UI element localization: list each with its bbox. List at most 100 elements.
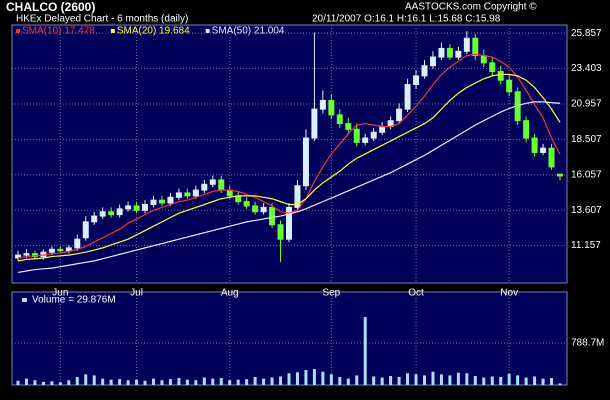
candle-body [506, 79, 513, 93]
volume-bar [329, 374, 333, 385]
candle-body [429, 56, 436, 67]
volume-bar [363, 317, 367, 385]
y-tick-label: 23.403 [571, 63, 602, 74]
candle-body [286, 206, 292, 240]
subtitle: HKEx Delayed Chart - 6 months (daily) [16, 14, 188, 25]
volume-bar [109, 379, 113, 385]
candle-body [396, 108, 403, 122]
candle-body [277, 224, 284, 240]
volume-bar [406, 373, 410, 385]
volume-bar [448, 375, 452, 385]
volume-bar [211, 378, 215, 385]
volume-bar [507, 373, 511, 385]
x-tick-label: Nov [500, 288, 518, 299]
volume-bar [414, 374, 418, 385]
volume-bar [33, 380, 37, 385]
candle-body [74, 238, 81, 249]
volume-bar [423, 375, 426, 385]
candle-body [175, 192, 182, 198]
volume-bar [380, 377, 384, 385]
candle-body [497, 71, 504, 81]
volume-bar [58, 382, 62, 385]
volume-bar [236, 379, 240, 385]
volume-bar [245, 379, 249, 385]
volume-bar [92, 375, 96, 385]
y-tick-label: 25.857 [571, 28, 602, 39]
y-tick-label: 11.157 [571, 240, 601, 251]
y-tick-label: 13.607 [571, 205, 602, 216]
volume-bar [304, 370, 308, 385]
volume-bar [219, 378, 223, 385]
sma-line [17, 101, 561, 274]
volume-bar [524, 377, 528, 385]
candle-body [463, 37, 470, 52]
volume-bar [389, 375, 393, 385]
volume-bar [228, 380, 232, 385]
candle-body [65, 247, 72, 252]
volume-bar [253, 377, 257, 385]
x-tick-label: Aug [221, 288, 239, 299]
candle-body [404, 84, 411, 110]
volume-bar [533, 376, 537, 385]
volume-bar [550, 378, 554, 385]
candle-body [489, 62, 496, 73]
candle-body [557, 173, 563, 177]
volume-bar [67, 380, 71, 385]
candle-body [201, 183, 208, 191]
candle-body [82, 221, 89, 239]
candle-body [192, 189, 199, 197]
volume-bar [41, 381, 45, 385]
x-tick-label: Sep [322, 288, 340, 299]
legend-swatch [16, 29, 20, 33]
candle-body [353, 128, 360, 143]
candle-body [243, 201, 250, 207]
candle-body [125, 205, 132, 210]
candle-body [142, 204, 149, 211]
volume-bar [118, 379, 122, 385]
volume-bar [24, 378, 28, 385]
candle-body [150, 199, 157, 206]
candle-body [413, 75, 420, 86]
x-tick-label: Jun [52, 288, 68, 299]
volume-bar [541, 378, 545, 385]
volume-swatch [22, 298, 27, 302]
volume-bar [338, 377, 342, 385]
volume-bar [152, 378, 155, 385]
volume-bar [312, 369, 316, 385]
candle-body [531, 137, 538, 153]
candle-body [57, 248, 64, 252]
title: CHALCO (2600) [6, 0, 95, 14]
copyright: AASTOCKS.com Copyright © [405, 2, 537, 13]
volume-bar [262, 378, 266, 385]
candle-body [91, 215, 98, 223]
candle-body [23, 253, 30, 256]
volume-bar [346, 378, 350, 385]
volume-bar [321, 371, 325, 385]
legend-swatch [110, 29, 115, 33]
candle-body [108, 211, 115, 216]
candle-body [269, 206, 276, 226]
candle-body [218, 179, 225, 191]
candle-body [116, 208, 123, 216]
volume-bar [135, 379, 139, 385]
sma-line [17, 53, 561, 259]
candle-body [252, 205, 259, 213]
candle-body [328, 99, 335, 116]
candle-body [209, 179, 216, 185]
candle-body [379, 125, 386, 133]
candle-body [158, 199, 165, 204]
volume-bar [372, 376, 376, 385]
volume-bar [143, 380, 147, 385]
legend-label: SMA(10) 17.478 [22, 26, 95, 37]
candle-body [438, 47, 445, 58]
candle-body [480, 55, 487, 64]
legend-label: SMA(50) 21.004 [212, 26, 285, 37]
volume-bar [516, 375, 520, 385]
candle-body [302, 137, 309, 187]
volume-panel [11, 291, 568, 386]
volume-bar [84, 374, 88, 385]
y-tick-label: 20.957 [571, 99, 602, 110]
volume-bar [177, 378, 181, 385]
candle-body [362, 137, 369, 143]
candle-body [184, 192, 191, 197]
